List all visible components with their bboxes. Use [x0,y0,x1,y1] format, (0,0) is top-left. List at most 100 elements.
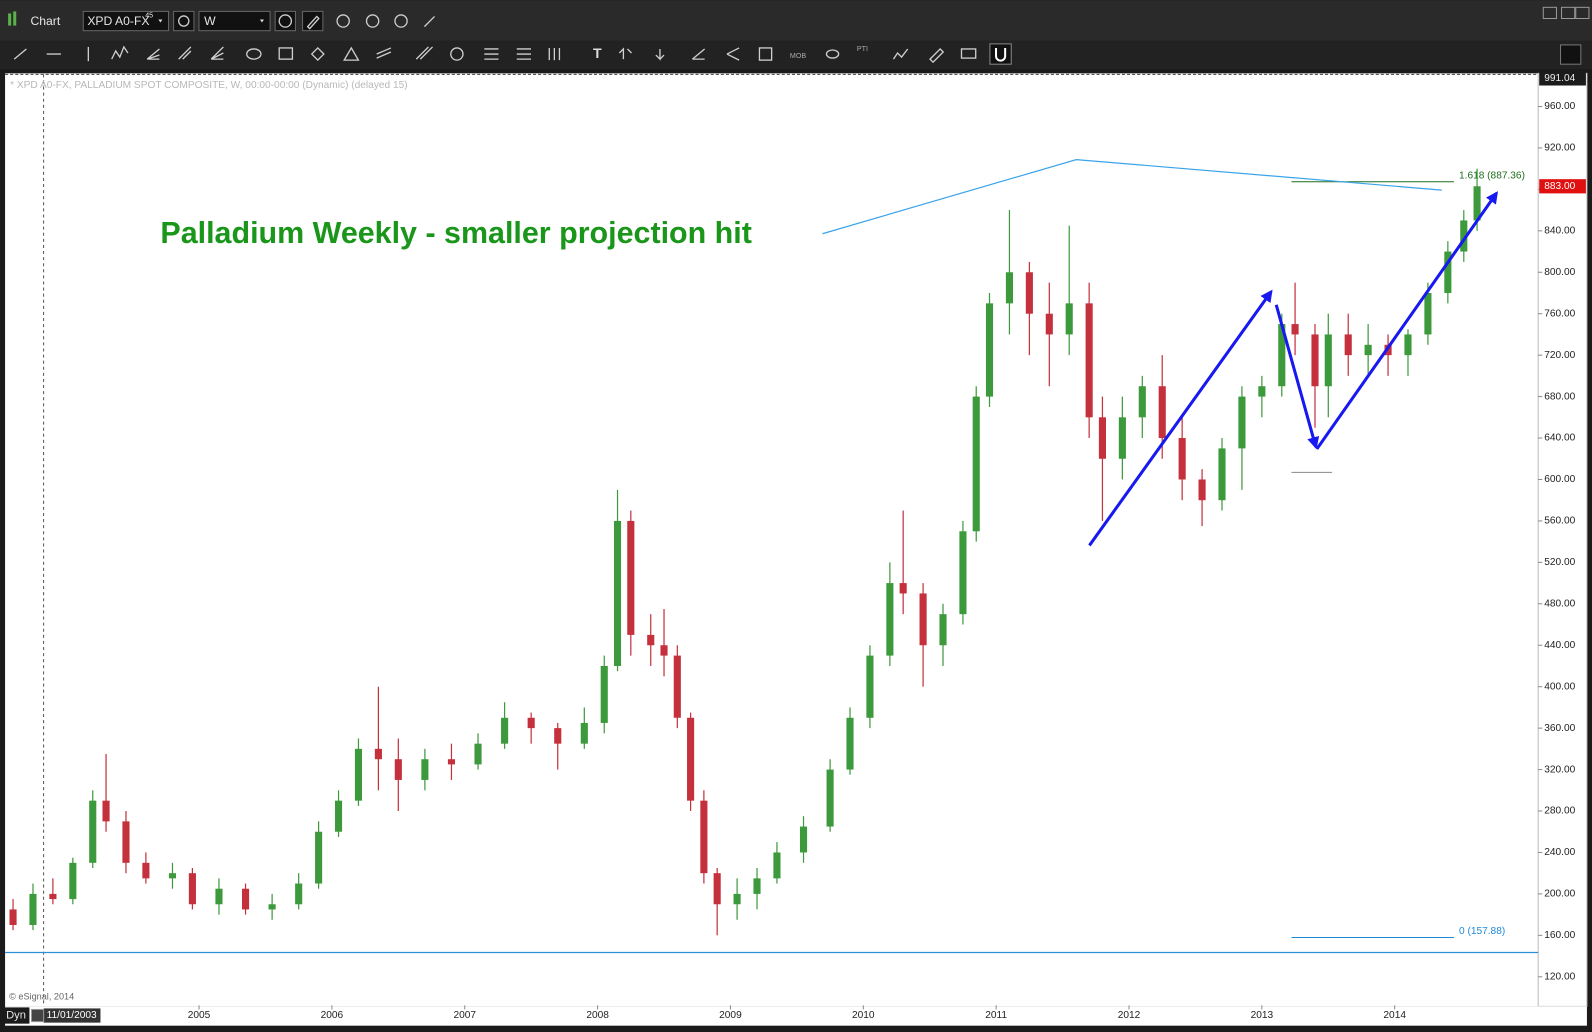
candle-body [700,800,708,874]
candle-body [29,893,37,925]
candle-body [826,769,834,827]
restore-button[interactable] [1542,6,1557,20]
tool-line[interactable] [13,48,27,60]
close-button[interactable] [1575,6,1590,20]
candle-body [1085,303,1093,418]
tool-circles[interactable] [450,47,464,61]
candle-body [1158,386,1166,439]
tool-triangle[interactable] [343,46,360,61]
candle-body [354,748,363,801]
tool-pti[interactable]: PTI [857,45,868,53]
cursor-date: 11/01/2003 [47,1010,97,1021]
candle-body [268,904,276,910]
tool-fib-ext[interactable] [516,48,532,60]
y-tick-label: 200.00 [1544,889,1575,900]
alert-icon[interactable] [394,14,408,28]
mode-icon[interactable] [30,1008,45,1023]
chart-legend: * XPD A0-FX, PALLADIUM SPOT COMPOSITE, W… [10,80,408,91]
candle-body [89,800,97,863]
time-axis [5,1006,1587,1026]
wave-arrow [1315,191,1498,450]
y-tick-label: 760.00 [1544,308,1575,319]
tool-ellipse[interactable] [246,48,262,60]
y-tick-label: 600.00 [1544,474,1575,485]
candle-body [1344,334,1352,356]
tool-fib-time[interactable] [548,47,561,61]
wave-arrow [1088,289,1273,547]
plot-area [5,73,1539,1007]
chart-title: Palladium Weekly - smaller projection hi… [160,216,751,250]
tool-text[interactable]: T [593,46,602,62]
candle-body [142,862,150,879]
candle-body [773,852,781,879]
candle-body [1324,334,1332,387]
price-axis [1537,72,1588,1007]
tool-grid[interactable] [758,47,773,61]
tool-fib[interactable] [484,48,499,60]
tool-diamond[interactable] [310,47,325,62]
candle-body [474,743,482,765]
refresh-icon[interactable] [336,14,350,28]
candle-body [886,583,894,656]
candle-body [1473,186,1481,221]
candle-body [600,665,608,723]
candle-body [295,883,303,905]
symbol-box[interactable] [82,10,170,32]
y-tick-label: 280.00 [1544,806,1575,817]
top-value: 991.04 [1544,73,1575,84]
settings-button[interactable] [173,10,195,32]
tool-parallel[interactable] [415,46,433,60]
candle-body [627,520,635,635]
candle-body [315,831,323,884]
x-tick-label: 2007 [453,1010,476,1021]
app-icon [13,11,17,26]
link-icon[interactable] [423,16,436,28]
time-button[interactable] [274,10,296,32]
candle-body [1218,448,1226,501]
tool-wave[interactable] [111,45,129,60]
candle-body [1178,438,1186,480]
candle-body [1291,324,1299,335]
candle-body [102,800,110,822]
candle-body [527,717,535,729]
interval: W [204,14,216,28]
tool-mob[interactable]: MOB [790,52,806,60]
candle-body [866,655,874,718]
tool-note[interactable] [960,48,977,59]
candle-body [501,717,509,744]
x-tick-label: 2008 [586,1010,609,1021]
y-tick-label: 400.00 [1544,681,1575,692]
tool-angle[interactable] [692,48,706,60]
tool-eraser[interactable] [929,48,945,64]
tool-eye[interactable] [825,49,840,59]
tool-zig[interactable] [892,48,909,60]
candle-body [1424,292,1432,335]
candle-body [1238,396,1246,449]
candle-body [1278,324,1286,387]
tool-up[interactable] [618,47,632,60]
tool-arrow[interactable] [726,47,740,61]
y-tick-label: 360.00 [1544,723,1575,734]
play-icon[interactable] [365,14,380,28]
y-tick-label: 520.00 [1544,557,1575,568]
candle-body [733,893,741,905]
maximize-button[interactable] [1561,6,1576,20]
tool-channel[interactable] [178,46,192,60]
candle-body [554,728,562,744]
y-tick-label: 240.00 [1544,847,1575,858]
mode: Dyn [6,1009,26,1021]
y-tick-label: 120.00 [1544,971,1575,982]
mode-box[interactable] [3,1007,30,1024]
candle-body [985,303,994,397]
tool-gann[interactable] [210,46,224,60]
candle-body [799,826,808,853]
tool-rect[interactable] [278,47,294,60]
candle-body [421,759,429,780]
tool-pitchfork[interactable] [376,47,392,59]
interval-box[interactable] [198,10,271,32]
window-title: Chart [30,14,60,28]
tool-fan[interactable] [146,48,160,60]
tool-down[interactable] [655,48,665,61]
tool-scale[interactable] [1560,44,1582,65]
candle-body [846,717,854,770]
